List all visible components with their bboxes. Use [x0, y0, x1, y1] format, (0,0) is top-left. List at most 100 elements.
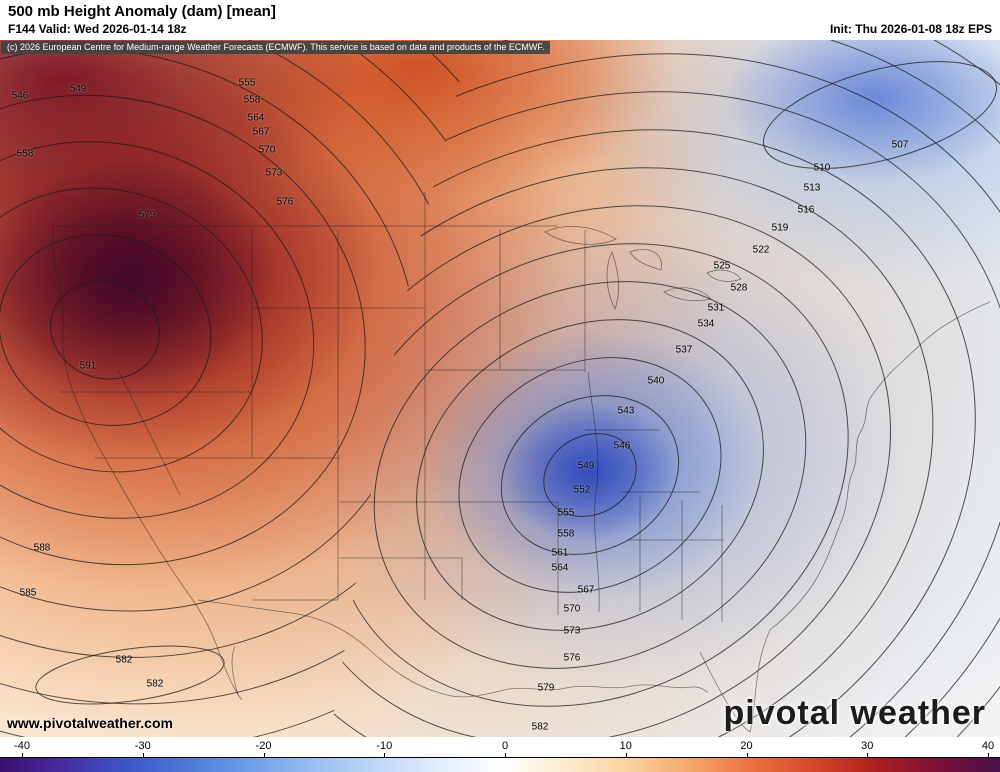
init-time-label: Init: Thu 2026-01-08 18z EPS	[829, 22, 992, 36]
contour-line	[330, 129, 976, 737]
contour-line	[500, 395, 680, 555]
lake-erie	[663, 287, 712, 302]
contour-label: 579	[537, 682, 555, 694]
geography-borders	[52, 192, 991, 733]
contour-label: 567	[577, 584, 595, 596]
contour-line	[0, 234, 212, 426]
colorbar-tickmark	[384, 753, 386, 757]
lake-superior	[544, 226, 617, 245]
contour-label: 582	[531, 721, 549, 733]
colorbar-tick: -10	[376, 740, 393, 752]
contour-label: 558	[243, 94, 261, 106]
watermark-url: www.pivotalweather.com	[7, 715, 173, 731]
page-title: 500 mb Height Anomaly (dam) [mean]	[8, 3, 276, 20]
contour-label: 528	[730, 282, 748, 294]
colorbar-tick: 30	[861, 740, 874, 752]
closed-contour-582	[35, 645, 225, 705]
contour-label: 558	[16, 148, 34, 160]
contour-label: 507	[891, 139, 909, 151]
lake-huron	[629, 249, 662, 271]
colorbar-tickmark	[867, 753, 869, 757]
contour-line	[331, 243, 849, 707]
contour-line	[458, 357, 722, 593]
anomaly-shading	[0, 40, 1000, 737]
pivotal-weather-logo: pivotal weather	[723, 694, 986, 732]
contour-label: 570	[563, 603, 581, 615]
contour-label: 555	[238, 77, 256, 89]
contour-label: 516	[797, 204, 815, 216]
contour-label: 585	[19, 587, 37, 599]
contour-label: 513	[803, 182, 821, 194]
colorbar-tick: -30	[134, 740, 151, 752]
colorbar-tickmark	[746, 753, 748, 757]
east-coast	[769, 301, 991, 631]
colorbar-tick-row: -40 -30 -20 -10 0 10 20 30 40	[0, 737, 1000, 757]
contour-line	[543, 433, 637, 517]
contour-label: 573	[563, 625, 581, 637]
contour-label: 576	[276, 196, 294, 208]
contour-label: 576	[563, 652, 581, 664]
baja-coast	[231, 645, 239, 696]
header: 500 mb Height Anomaly (dam) [mean] F144 …	[0, 0, 1000, 40]
colorbar-tickmark	[625, 753, 627, 757]
colorbar-tickmark	[22, 753, 23, 757]
contour-line	[0, 187, 263, 473]
mississippi-river	[587, 371, 600, 613]
contour-line	[416, 319, 764, 631]
contour-label: 582	[115, 654, 133, 666]
mexico-border	[197, 599, 441, 694]
contour-lines	[0, 40, 1000, 737]
contour-label: 564	[551, 562, 569, 574]
colorbar-gradient	[0, 757, 1000, 772]
contour-line	[0, 94, 366, 566]
contour-label: 561	[551, 547, 569, 559]
contour-labels-layer: 546 549 558 555 558 564 567 570 573 576 579 591 588 5…	[0, 40, 1000, 737]
contour-label: 549	[69, 83, 87, 95]
contour-label: 549	[577, 460, 595, 472]
florida-coast	[699, 629, 771, 733]
colorbar-tick: -20	[255, 740, 272, 752]
west-coast	[52, 217, 243, 701]
colorbar-tick: 20	[740, 740, 753, 752]
colorbar-tick: 10	[619, 740, 632, 752]
contour-label: 579	[138, 209, 156, 221]
contour-label: 588	[33, 542, 51, 554]
valid-time-label: F144 Valid: Wed 2026-01-14 18z	[8, 22, 187, 36]
contour-label: 567	[252, 126, 270, 138]
map-canvas: 546 549 558 555 558 564 567 570 573 576 579 591 588 5…	[0, 40, 1000, 737]
contour-label: 546	[613, 440, 631, 452]
contour-line	[0, 141, 315, 519]
colorbar-tick: 0	[501, 740, 509, 752]
contour-label: 555	[557, 507, 575, 519]
contour-label: 591	[79, 360, 97, 372]
colorbar-tickmark	[263, 753, 265, 757]
contour-label: 534	[697, 318, 715, 330]
contour-label: 525	[713, 260, 731, 272]
lake-michigan	[606, 250, 619, 310]
contour-label: 522	[752, 244, 770, 256]
gulf-coast	[439, 684, 709, 698]
state-borders	[60, 192, 724, 622]
colorbar-tick: -40	[14, 740, 30, 752]
colorbar-tickmark	[142, 753, 144, 757]
contour-label: 558	[557, 528, 575, 540]
contour-label: 570	[258, 144, 276, 156]
contour-label: 546	[11, 90, 29, 102]
contour-line	[50, 280, 160, 380]
contour-line	[330, 167, 934, 737]
contour-label: 573	[265, 167, 283, 179]
contour-label: 540	[647, 375, 665, 387]
contour-label: 510	[813, 162, 831, 174]
contour-label: 582	[146, 678, 164, 690]
contour-label: 531	[707, 302, 725, 314]
contour-line	[330, 205, 892, 737]
colorbar-tick: 40	[981, 740, 995, 752]
closed-contour-507	[763, 61, 997, 169]
contour-label: 519	[771, 222, 789, 234]
contour-label: 537	[675, 344, 693, 356]
contour-line	[373, 281, 807, 669]
contour-label: 543	[617, 405, 635, 417]
contour-label: 552	[573, 484, 591, 496]
lake-ontario	[706, 269, 742, 282]
